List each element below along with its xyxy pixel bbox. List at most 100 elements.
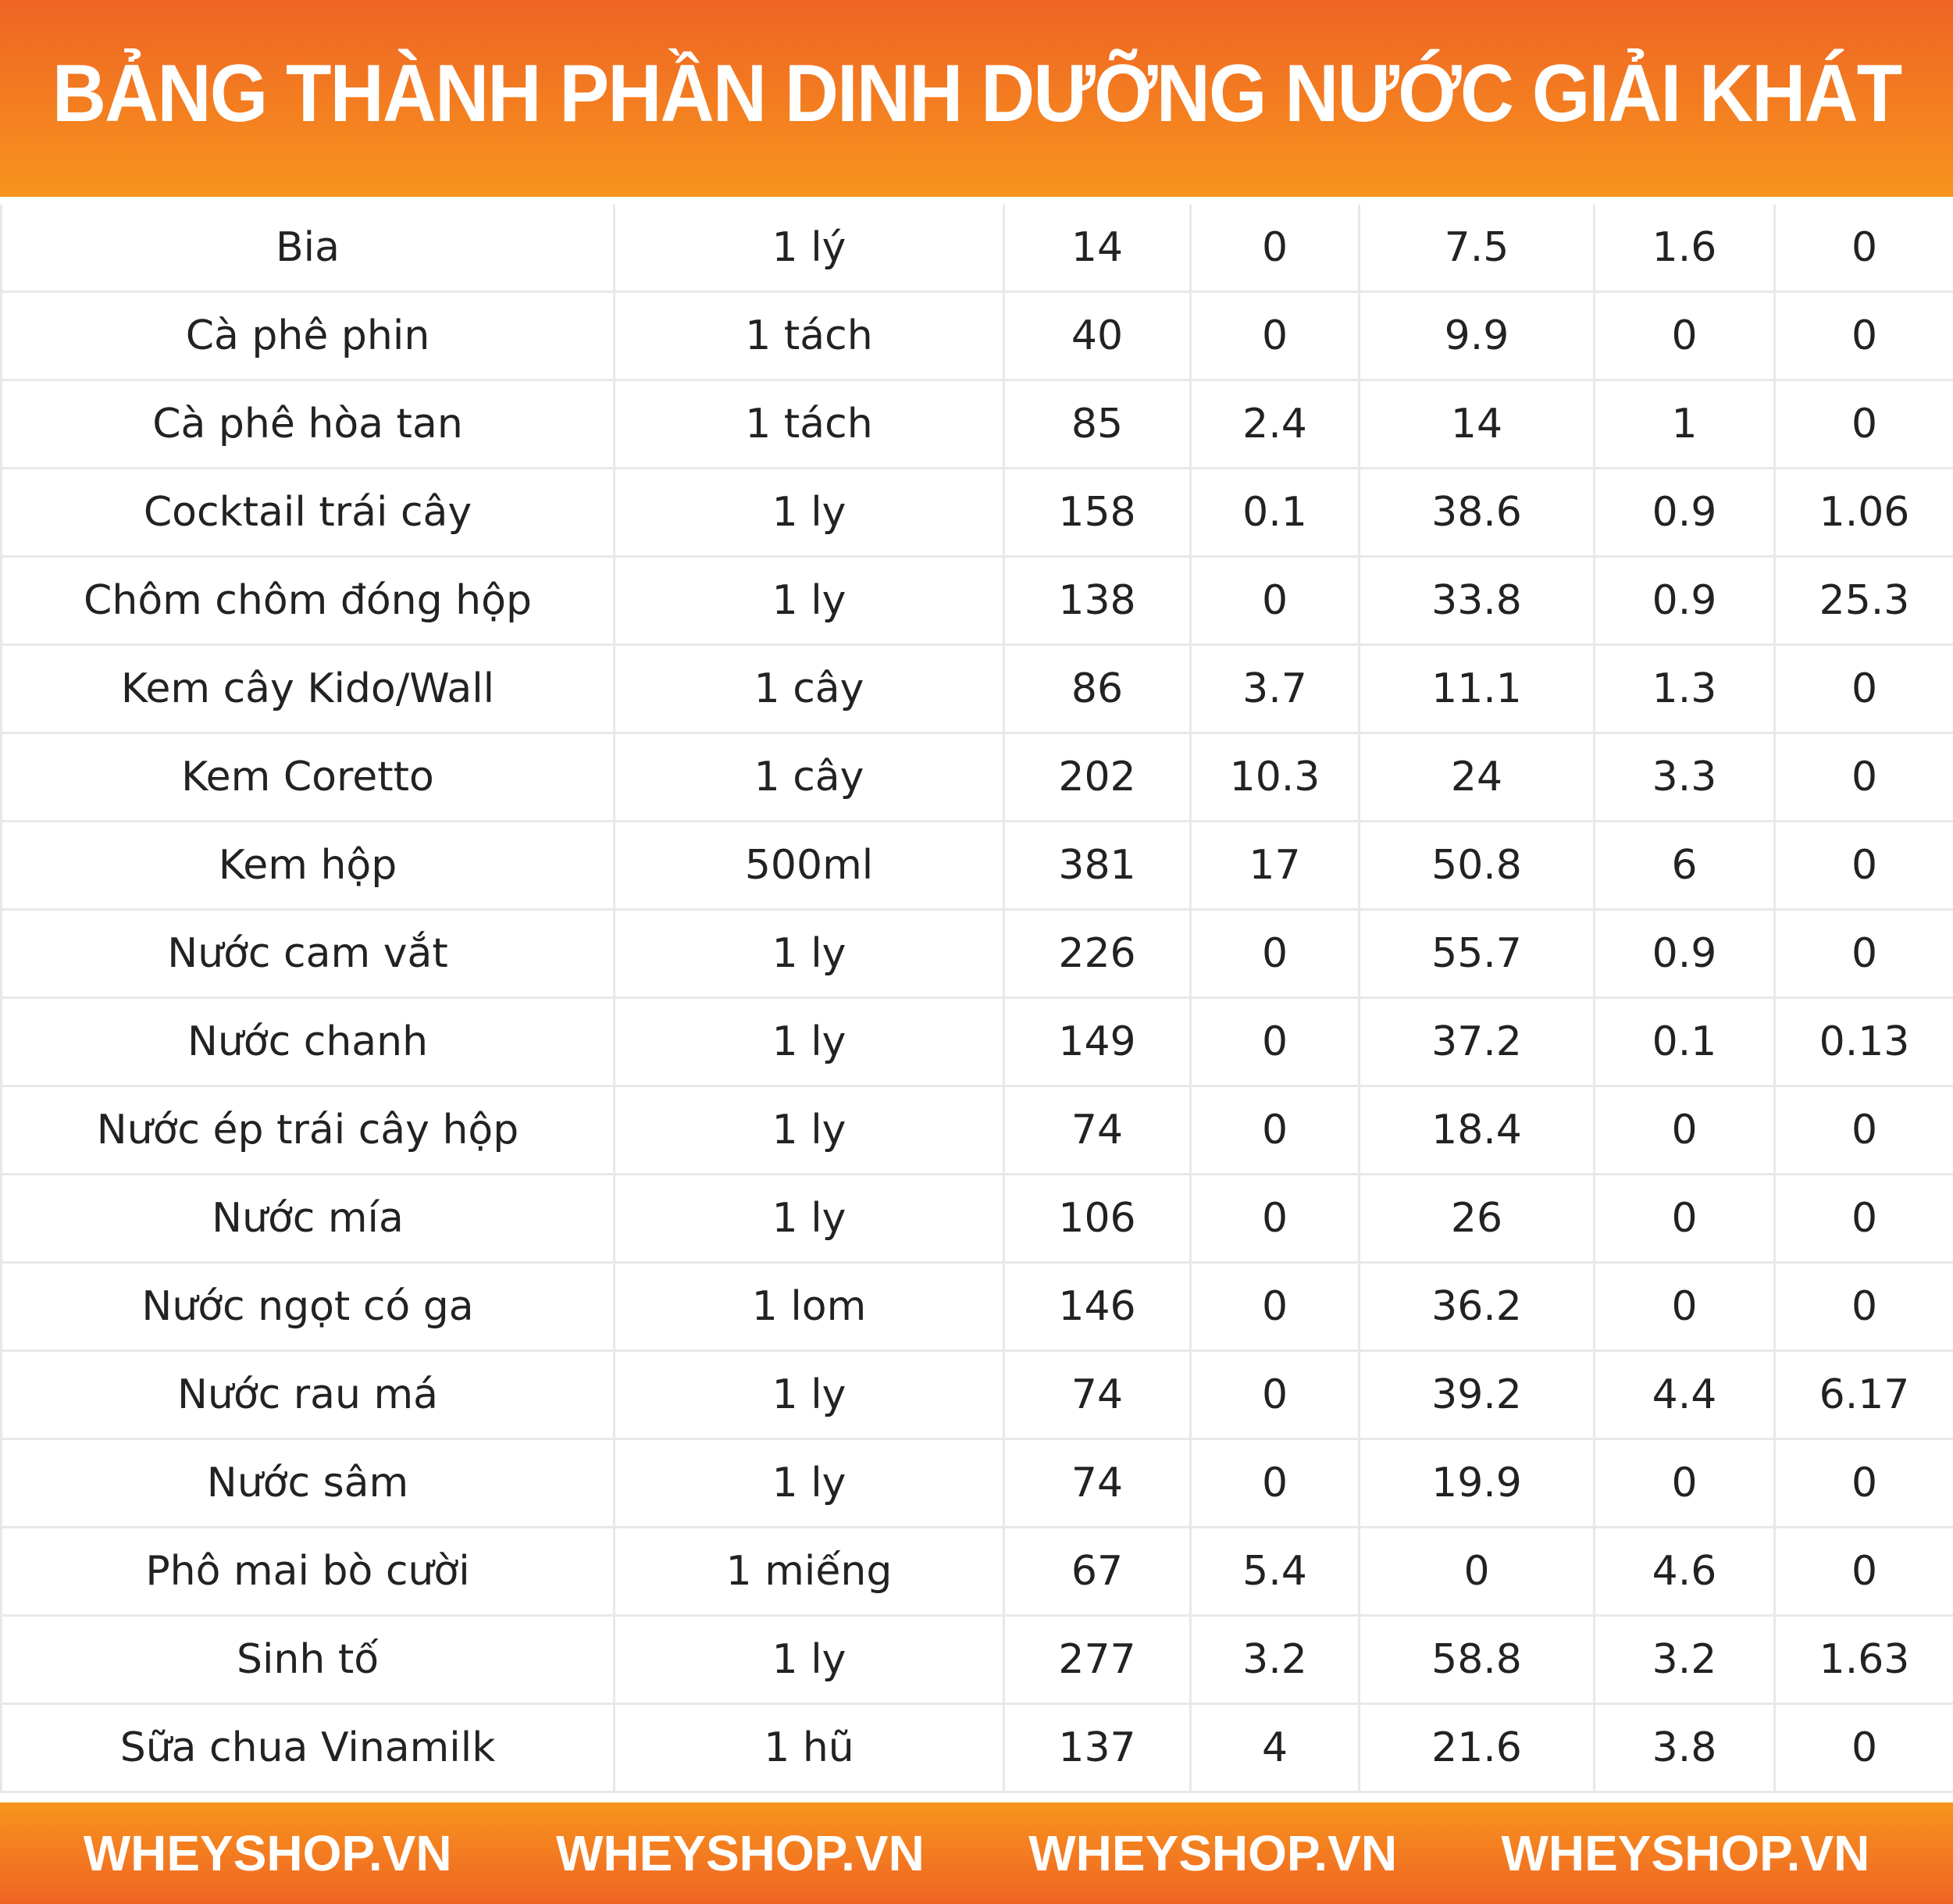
cell-protein: 0 bbox=[1593, 1173, 1776, 1264]
cell-item-name: Nước cam vắt bbox=[0, 908, 615, 999]
table-row: Kem Coretto 1 cây 202 10.3 24 3.3 0 bbox=[0, 732, 1953, 822]
cell-carbs: 33.8 bbox=[1358, 555, 1595, 646]
brand-watermark: WHEYSHOP.VN bbox=[1501, 1825, 1870, 1881]
cell-serving: 1 ly bbox=[613, 1173, 1005, 1264]
cell-protein: 3.2 bbox=[1593, 1614, 1776, 1705]
brand-watermark: WHEYSHOP.VN bbox=[555, 1825, 925, 1881]
cell-calories: 146 bbox=[1003, 1261, 1192, 1352]
cell-serving: 500ml bbox=[613, 820, 1005, 911]
cell-other: 0 bbox=[1773, 1085, 1953, 1175]
cell-other: 0 bbox=[1773, 732, 1953, 822]
cell-protein: 0 bbox=[1593, 1438, 1776, 1528]
cell-fat: 17 bbox=[1189, 820, 1360, 911]
cell-serving: 1 ly bbox=[613, 997, 1005, 1087]
cell-serving: 1 lý bbox=[613, 205, 1005, 293]
brand-watermark: WHEYSHOP.VN bbox=[1028, 1825, 1398, 1881]
cell-fat: 0 bbox=[1189, 1350, 1360, 1440]
table-row: Kem cây Kido/Wall 1 cây 86 3.7 11.1 1.3 0 bbox=[0, 644, 1953, 734]
cell-item-name: Nước mía bbox=[0, 1173, 615, 1264]
cell-protein: 0.9 bbox=[1593, 555, 1776, 646]
cell-protein: 1.6 bbox=[1593, 205, 1776, 293]
cell-item-name: Phô mai bò cười bbox=[0, 1526, 615, 1617]
cell-other: 1.06 bbox=[1773, 467, 1953, 558]
cell-serving: 1 ly bbox=[613, 467, 1005, 558]
cell-serving: 1 miếng bbox=[613, 1526, 1005, 1617]
cell-protein: 4.6 bbox=[1593, 1526, 1776, 1617]
cell-protein: 0 bbox=[1593, 291, 1776, 381]
cell-carbs: 0 bbox=[1358, 1526, 1595, 1617]
cell-protein: 1 bbox=[1593, 379, 1776, 469]
cell-other: 0.13 bbox=[1773, 997, 1953, 1087]
cell-other: 25.3 bbox=[1773, 555, 1953, 646]
cell-other: 1.63 bbox=[1773, 1614, 1953, 1705]
table-row: Chôm chôm đóng hộp 1 ly 138 0 33.8 0.9 25.3 bbox=[0, 555, 1953, 646]
cell-fat: 0.1 bbox=[1189, 467, 1360, 558]
cell-item-name: Cà phê hòa tan bbox=[0, 379, 615, 469]
cell-serving: 1 ly bbox=[613, 1350, 1005, 1440]
table-row: Sữa chua Vinamilk 1 hũ 137 4 21.6 3.8 0 bbox=[0, 1703, 1953, 1793]
cell-item-name: Cà phê phin bbox=[0, 291, 615, 381]
table-row: Nước ép trái cây hộp 1 ly 74 0 18.4 0 0 bbox=[0, 1085, 1953, 1175]
cell-carbs: 58.8 bbox=[1358, 1614, 1595, 1705]
cell-calories: 74 bbox=[1003, 1438, 1192, 1528]
title-banner: BẢNG THÀNH PHẦN DINH DƯỠNG NƯỚC GIẢI KHÁ… bbox=[0, 0, 1953, 197]
table-row: Nước ngọt có ga 1 lom 146 0 36.2 0 0 bbox=[0, 1261, 1953, 1352]
cell-protein: 6 bbox=[1593, 820, 1776, 911]
cell-carbs: 37.2 bbox=[1358, 997, 1595, 1087]
cell-protein: 1.3 bbox=[1593, 644, 1776, 734]
cell-fat: 0 bbox=[1189, 291, 1360, 381]
page-title: BẢNG THÀNH PHẦN DINH DƯỠNG NƯỚC GIẢI KHÁ… bbox=[52, 48, 1902, 139]
cell-carbs: 11.1 bbox=[1358, 644, 1595, 734]
cell-calories: 40 bbox=[1003, 291, 1192, 381]
cell-other: 0 bbox=[1773, 1438, 1953, 1528]
table-row: Kem hộp 500ml 381 17 50.8 6 0 bbox=[0, 820, 1953, 911]
cell-serving: 1 ly bbox=[613, 1614, 1005, 1705]
cell-calories: 381 bbox=[1003, 820, 1192, 911]
table-row: Nước chanh 1 ly 149 0 37.2 0.1 0.13 bbox=[0, 997, 1953, 1087]
cell-other: 0 bbox=[1773, 205, 1953, 293]
cell-fat: 2.4 bbox=[1189, 379, 1360, 469]
cell-fat: 5.4 bbox=[1189, 1526, 1360, 1617]
cell-item-name: Kem Coretto bbox=[0, 732, 615, 822]
cell-other: 0 bbox=[1773, 1526, 1953, 1617]
cell-carbs: 38.6 bbox=[1358, 467, 1595, 558]
cell-carbs: 50.8 bbox=[1358, 820, 1595, 911]
cell-calories: 137 bbox=[1003, 1703, 1192, 1793]
table-row: Cà phê hòa tan 1 tách 85 2.4 14 1 0 bbox=[0, 379, 1953, 469]
cell-fat: 3.2 bbox=[1189, 1614, 1360, 1705]
cell-carbs: 14 bbox=[1358, 379, 1595, 469]
cell-calories: 138 bbox=[1003, 555, 1192, 646]
cell-serving: 1 cây bbox=[613, 644, 1005, 734]
cell-item-name: Kem hộp bbox=[0, 820, 615, 911]
cell-other: 0 bbox=[1773, 1261, 1953, 1352]
cell-protein: 0.1 bbox=[1593, 997, 1776, 1087]
cell-other: 0 bbox=[1773, 379, 1953, 469]
cell-item-name: Nước chanh bbox=[0, 997, 615, 1087]
cell-serving: 1 tách bbox=[613, 379, 1005, 469]
table-row: Nước mía 1 ly 106 0 26 0 0 bbox=[0, 1173, 1953, 1264]
cell-fat: 0 bbox=[1189, 1173, 1360, 1264]
cell-calories: 202 bbox=[1003, 732, 1192, 822]
cell-calories: 14 bbox=[1003, 205, 1192, 293]
cell-other: 6.17 bbox=[1773, 1350, 1953, 1440]
cell-carbs: 21.6 bbox=[1358, 1703, 1595, 1793]
cell-calories: 86 bbox=[1003, 644, 1192, 734]
cell-other: 0 bbox=[1773, 820, 1953, 911]
cell-calories: 74 bbox=[1003, 1085, 1192, 1175]
table-row: Nước cam vắt 1 ly 226 0 55.7 0.9 0 bbox=[0, 908, 1953, 999]
nutrition-table: Bia 1 lý 14 0 7.5 1.6 0 Cà phê phin 1 tách 40 0 9.9… bbox=[0, 205, 1953, 1793]
cell-fat: 0 bbox=[1189, 1438, 1360, 1528]
cell-item-name: Nước sâm bbox=[0, 1438, 615, 1528]
cell-fat: 0 bbox=[1189, 205, 1360, 293]
cell-protein: 4.4 bbox=[1593, 1350, 1776, 1440]
table-row: Nước sâm 1 ly 74 0 19.9 0 0 bbox=[0, 1438, 1953, 1528]
cell-serving: 1 tách bbox=[613, 291, 1005, 381]
cell-calories: 74 bbox=[1003, 1350, 1192, 1440]
cell-protein: 0 bbox=[1593, 1085, 1776, 1175]
footer-banner: WHEYSHOP.VN WHEYSHOP.VN WHEYSHOP.VN WHEY… bbox=[0, 1802, 1953, 1904]
cell-fat: 0 bbox=[1189, 908, 1360, 999]
cell-item-name: Cocktail trái cây bbox=[0, 467, 615, 558]
brand-watermark: WHEYSHOP.VN bbox=[83, 1825, 452, 1881]
cell-calories: 277 bbox=[1003, 1614, 1192, 1705]
cell-carbs: 36.2 bbox=[1358, 1261, 1595, 1352]
